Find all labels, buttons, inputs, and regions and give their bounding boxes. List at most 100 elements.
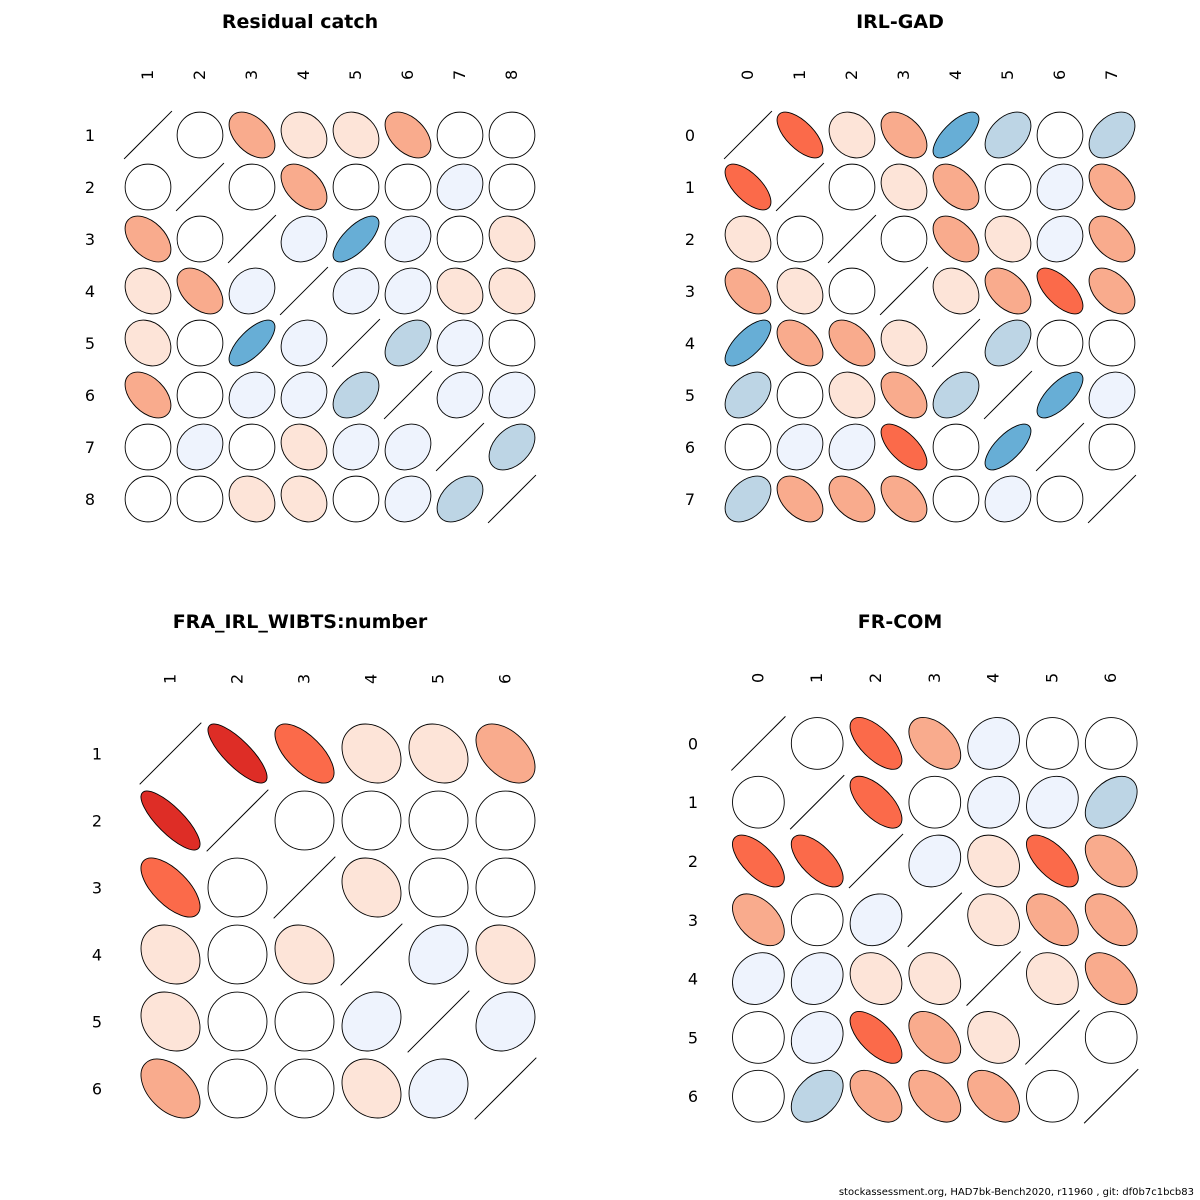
- corr-ellipse: [228, 267, 276, 315]
- diagonal-mark: [966, 951, 1022, 1007]
- corr-ellipse: [790, 893, 844, 947]
- col-label: 5: [1042, 673, 1061, 683]
- corr-ellipse: [1084, 893, 1138, 947]
- col-label: 0: [738, 70, 757, 80]
- corr-ellipse: [408, 790, 469, 851]
- corr-ellipse: [880, 475, 928, 523]
- corr-ellipse: [1088, 371, 1136, 419]
- corr-ellipse: [475, 924, 536, 985]
- diagonal-mark: [775, 162, 825, 212]
- diagonal-mark: [279, 266, 329, 316]
- row-label: 5: [92, 1013, 102, 1032]
- corr-ellipse: [274, 723, 335, 784]
- diagonal-mark: [206, 789, 269, 852]
- diagonal-mark: [331, 318, 381, 368]
- corr-panel-2: IRL-GAD 0 0 1 1 2 2 3 3 4 4 5 5 6 6 7 7: [685, 11, 1137, 524]
- corr-ellipse: [488, 163, 536, 211]
- row-label: 6: [85, 386, 95, 405]
- corr-ellipse: [332, 371, 380, 419]
- corr-ellipse: [932, 267, 980, 315]
- corr-ellipse: [1026, 893, 1079, 947]
- row-label: 2: [685, 230, 695, 249]
- corr-ellipse: [828, 423, 876, 471]
- corr-ellipse: [880, 163, 928, 211]
- corr-ellipse: [408, 1058, 469, 1119]
- corr-ellipse: [984, 215, 1032, 263]
- corr-ellipse: [849, 1011, 903, 1064]
- corr-ellipse: [176, 215, 224, 263]
- col-label: 5: [998, 70, 1017, 80]
- row-label: 8: [85, 490, 95, 509]
- col-label: 4: [294, 70, 313, 80]
- diagonal-mark: [931, 318, 981, 368]
- corr-ellipse: [908, 1069, 962, 1123]
- col-label: 1: [790, 70, 809, 80]
- row-label: 1: [685, 178, 695, 197]
- col-label: 2: [190, 70, 209, 80]
- corr-ellipse: [140, 857, 201, 918]
- diagonal-mark: [383, 370, 433, 420]
- diagonal-mark: [273, 856, 336, 919]
- corr-ellipse: [776, 267, 824, 315]
- corr-ellipse: [341, 991, 402, 1052]
- col-label: 0: [748, 673, 767, 683]
- corr-ellipse: [828, 267, 876, 315]
- corr-ellipse: [880, 319, 928, 367]
- corr-ellipse: [207, 924, 268, 985]
- corr-ellipse: [724, 423, 772, 471]
- row-label: 3: [92, 879, 102, 898]
- corr-ellipse: [384, 111, 432, 159]
- corr-ellipse: [408, 924, 469, 985]
- corr-ellipse: [932, 423, 980, 471]
- diagonal-mark: [474, 1057, 537, 1120]
- corr-ellipse: [908, 952, 962, 1005]
- corr-ellipse: [984, 319, 1032, 367]
- corr-ellipse: [1084, 717, 1138, 770]
- corr-ellipse: [932, 371, 980, 419]
- corr-ellipse: [967, 1011, 1020, 1064]
- corr-ellipse: [408, 857, 469, 918]
- corr-ellipse: [384, 475, 432, 523]
- corr-ellipse: [732, 893, 785, 947]
- col-label: 4: [362, 674, 381, 684]
- corr-ellipse: [475, 991, 536, 1052]
- corr-ellipse: [1036, 111, 1084, 159]
- corr-ellipse: [724, 319, 772, 367]
- corr-ellipse: [1084, 1011, 1138, 1064]
- corr-ellipse: [1036, 319, 1084, 367]
- diagonal-mark: [907, 892, 963, 948]
- corr-ellipse: [280, 163, 328, 211]
- corr-ellipse: [488, 215, 536, 263]
- corr-ellipse: [341, 857, 402, 918]
- row-label: 5: [85, 334, 95, 353]
- row-label: 1: [688, 793, 698, 812]
- corr-ellipse: [274, 790, 335, 851]
- corr-ellipse: [1026, 717, 1079, 770]
- corr-ellipse: [880, 111, 928, 159]
- corr-ellipse: [776, 371, 824, 419]
- corr-ellipse: [1036, 475, 1084, 523]
- corr-ellipse: [207, 723, 268, 784]
- corr-ellipse: [384, 319, 432, 367]
- corr-ellipse: [932, 111, 980, 159]
- row-label: 5: [688, 1028, 698, 1047]
- corr-ellipse: [475, 857, 536, 918]
- corr-ellipse: [280, 319, 328, 367]
- corr-ellipse: [1026, 834, 1079, 888]
- corr-ellipse: [1026, 952, 1079, 1005]
- row-label: 0: [685, 126, 695, 145]
- corr-ellipse: [488, 423, 536, 471]
- corr-ellipse: [228, 423, 276, 471]
- corr-ellipse: [436, 371, 484, 419]
- corr-ellipse: [732, 1011, 785, 1064]
- corr-ellipse: [176, 475, 224, 523]
- corr-ellipse: [341, 723, 402, 784]
- row-label: 6: [688, 1087, 698, 1106]
- corr-ellipse: [228, 163, 276, 211]
- corr-ellipse: [828, 111, 876, 159]
- corr-ellipse: [790, 952, 844, 1005]
- corr-ellipse: [140, 924, 201, 985]
- row-label: 3: [688, 911, 698, 930]
- corr-ellipse: [384, 215, 432, 263]
- diagonal-mark: [730, 715, 786, 771]
